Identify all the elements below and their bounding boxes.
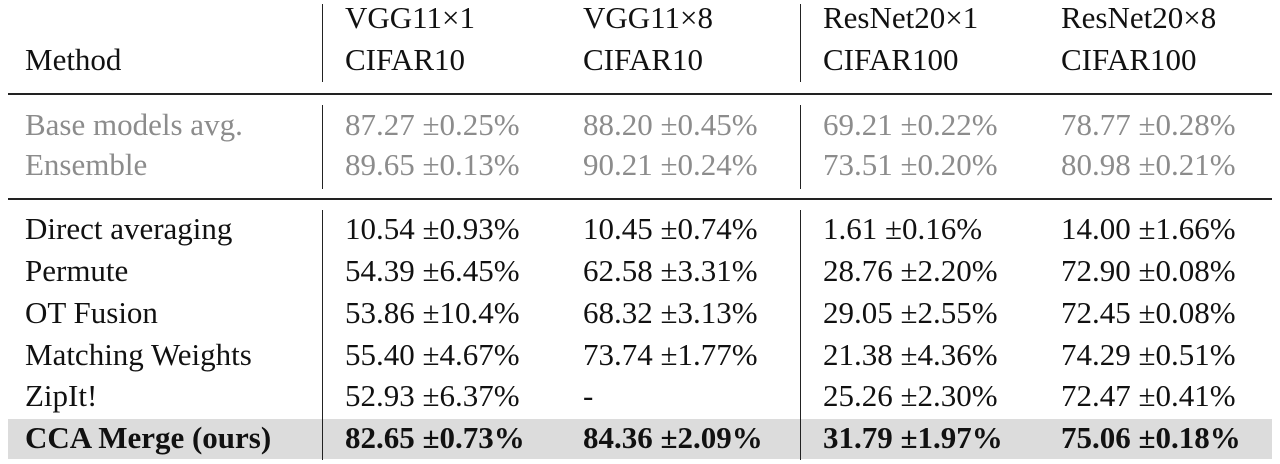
table-cell: 73.74 ±1.77%: [583, 337, 758, 372]
table-cell: 72.47 ±0.41%: [1061, 378, 1236, 413]
column-header-dataset: CIFAR100: [823, 42, 959, 77]
row-method-label: Permute: [25, 253, 129, 288]
highlight-row-background: [8, 419, 1272, 459]
method-header: Method: [25, 42, 122, 77]
table-cell: 29.05 ±2.55%: [823, 295, 998, 330]
column-header-dataset: CIFAR10: [345, 42, 466, 77]
row-method-label: Ensemble: [25, 147, 148, 182]
table-cell: 75.06 ±0.18%: [1061, 420, 1241, 455]
section-rule: [8, 198, 1272, 200]
column-divider: [322, 4, 323, 82]
table-cell: 10.54 ±0.93%: [345, 211, 520, 246]
column-divider: [800, 4, 801, 82]
table-cell: 25.26 ±2.30%: [823, 378, 998, 413]
table-cell: 73.51 ±0.20%: [823, 147, 998, 182]
row-method-label: OT Fusion: [25, 295, 158, 330]
table-cell: 72.90 ±0.08%: [1061, 253, 1236, 288]
column-header-model: VGG11×1: [345, 0, 475, 35]
table-cell: 88.20 ±0.45%: [583, 107, 758, 142]
table-cell: 62.58 ±3.31%: [583, 253, 758, 288]
column-divider: [800, 105, 801, 189]
table-cell: 82.65 ±0.73%: [345, 420, 525, 455]
table-cell: 28.76 ±2.20%: [823, 253, 998, 288]
row-method-label: Direct averaging: [25, 211, 233, 246]
table-cell: 55.40 ±4.67%: [345, 337, 520, 372]
table-cell: 90.21 ±0.24%: [583, 147, 758, 182]
row-method-label: Base models avg.: [25, 107, 243, 142]
table-cell: 1.61 ±0.16%: [823, 211, 983, 246]
column-divider: [322, 210, 323, 460]
table-cell: 68.32 ±3.13%: [583, 295, 758, 330]
column-divider: [322, 105, 323, 189]
table-cell: 89.65 ±0.13%: [345, 147, 520, 182]
table-cell: 10.45 ±0.74%: [583, 211, 758, 246]
table-cell: 74.29 ±0.51%: [1061, 337, 1236, 372]
table-cell: 84.36 ±2.09%: [583, 420, 763, 455]
row-method-label: CCA Merge (ours): [25, 420, 272, 455]
table-cell: 14.00 ±1.66%: [1061, 211, 1236, 246]
table-cell: -: [583, 378, 594, 413]
table-cell: 53.86 ±10.4%: [345, 295, 520, 330]
row-method-label: ZipIt!: [25, 378, 98, 413]
table-cell: 69.21 ±0.22%: [823, 107, 998, 142]
row-method-label: Matching Weights: [25, 337, 252, 372]
table-cell: 78.77 ±0.28%: [1061, 107, 1236, 142]
table-cell: 31.79 ±1.97%: [823, 420, 1003, 455]
header-rule: [8, 93, 1272, 95]
column-divider: [800, 210, 801, 460]
column-header-dataset: CIFAR10: [583, 42, 704, 77]
table-cell: 72.45 ±0.08%: [1061, 295, 1236, 330]
table-cell: 87.27 ±0.25%: [345, 107, 520, 142]
column-header-model: VGG11×8: [583, 0, 713, 35]
column-header-model: ResNet20×8: [1061, 0, 1217, 35]
table-cell: 80.98 ±0.21%: [1061, 147, 1236, 182]
column-header-model: ResNet20×1: [823, 0, 979, 35]
table-cell: 54.39 ±6.45%: [345, 253, 520, 288]
table-cell: 52.93 ±6.37%: [345, 378, 520, 413]
column-header-dataset: CIFAR100: [1061, 42, 1197, 77]
table-cell: 21.38 ±4.36%: [823, 337, 998, 372]
